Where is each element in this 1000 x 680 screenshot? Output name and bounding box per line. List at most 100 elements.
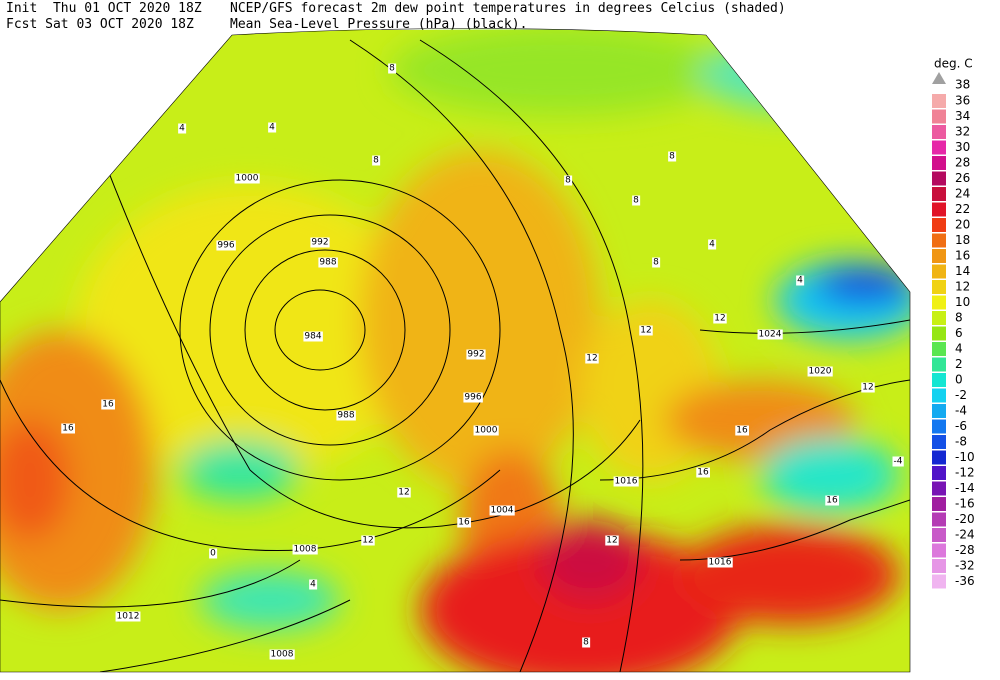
dewpoint-label-group: 8 <box>564 175 573 186</box>
label-box <box>735 425 749 436</box>
dewpoint-label-group: 16 <box>696 467 710 478</box>
isobar-label: 1020 <box>809 367 832 377</box>
isobar-label: 996 <box>464 393 481 403</box>
label-box <box>303 331 323 342</box>
label-box <box>209 548 218 559</box>
legend-label: 22 <box>955 202 970 216</box>
legend-label: 8 <box>955 311 963 325</box>
legend-swatch <box>932 233 946 248</box>
dewpoint-label-group: 12 <box>861 382 875 393</box>
label-box <box>613 476 639 487</box>
legend-label: 10 <box>955 295 970 309</box>
dewpoint-label: 16 <box>458 518 470 528</box>
label-box <box>216 240 236 251</box>
label-box <box>861 382 875 393</box>
label-box <box>310 237 330 248</box>
isobar-label: 988 <box>319 258 336 268</box>
legend-label: 26 <box>955 171 970 185</box>
isobar-label: 1016 <box>709 558 732 568</box>
label-box <box>268 122 277 133</box>
isobar-label: 992 <box>311 238 328 248</box>
isobar-label-group: 1008 <box>269 649 295 660</box>
legend-label: 2 <box>955 357 963 371</box>
label-box <box>489 505 515 516</box>
dewpoint-label-group: 8 <box>652 257 661 268</box>
dewpoint-label-group: 4 <box>796 275 805 286</box>
label-box <box>708 239 717 250</box>
dewpoint-label: 8 <box>633 196 639 206</box>
dewpoint-label: 12 <box>362 536 373 546</box>
legend-label: -2 <box>955 388 967 402</box>
dewpoint-label-group: 12 <box>605 535 619 546</box>
label-box <box>807 366 833 377</box>
legend-swatch <box>932 249 946 263</box>
shading <box>0 28 910 672</box>
legend-label: 36 <box>955 94 970 108</box>
legend-swatch <box>932 574 946 589</box>
dewpoint-label-group: 16 <box>101 399 115 410</box>
label-box <box>318 257 338 268</box>
legend-label: 6 <box>955 326 963 340</box>
legend-swatch <box>932 264 946 279</box>
legend-swatch <box>932 543 946 558</box>
dewpoint-label: 16 <box>62 424 74 434</box>
legend-swatch <box>932 156 946 170</box>
dewpoint-label: 8 <box>669 152 675 162</box>
forecast-line: Fcst Sat 03 OCT 2020 18Z <box>6 17 194 32</box>
label-box <box>466 349 486 360</box>
label-box <box>632 195 641 206</box>
dewpoint-label-group: 0 <box>209 548 218 559</box>
legend-swatch <box>932 466 946 480</box>
dewpoint-label: 4 <box>179 124 185 134</box>
legend-label: 20 <box>955 218 970 232</box>
label-box <box>585 353 599 364</box>
dewpoint-label-group: 16 <box>61 423 75 434</box>
legend-swatch <box>932 342 946 356</box>
legend-label: 4 <box>955 342 963 356</box>
label-box <box>309 579 318 590</box>
legend-unit: deg. C <box>934 57 973 71</box>
legend-label: 16 <box>955 249 970 263</box>
dewpoint-label-group: 8 <box>372 155 381 166</box>
dewpoint-label: 8 <box>389 64 395 74</box>
dewpoint-label: 16 <box>102 400 114 410</box>
dewpoint-label-group: 16 <box>735 425 749 436</box>
label-box <box>457 517 471 528</box>
legend-label: -6 <box>955 419 967 433</box>
label-box <box>757 329 783 340</box>
dewpoint-label: 4 <box>269 123 275 133</box>
label-box <box>372 155 381 166</box>
dewpoint-label: 16 <box>697 468 709 478</box>
title-line: NCEP/GFS forecast 2m dew point temperatu… <box>230 1 786 16</box>
legend-label: -10 <box>955 450 975 464</box>
label-box <box>178 123 187 134</box>
dewpoint-label: 12 <box>398 488 409 498</box>
isobar-label: 1008 <box>294 545 317 555</box>
label-box <box>668 151 677 162</box>
legend-label: -12 <box>955 466 975 480</box>
label-box <box>397 487 411 498</box>
legend-swatch <box>932 218 946 232</box>
isobar-label-group: 988 <box>318 257 338 268</box>
label-box <box>582 637 591 648</box>
isobar-label-group: 1016 <box>707 557 733 568</box>
dewpoint-label-group: 4 <box>178 123 187 134</box>
dewpoint-label: 12 <box>714 314 725 324</box>
dewpoint-label: 16 <box>736 426 748 436</box>
dewpoint-label: 4 <box>709 240 715 250</box>
dewpoint-label: 8 <box>373 156 379 166</box>
label-box <box>696 467 710 478</box>
label-box <box>796 275 805 286</box>
isobar-label: 1000 <box>236 174 259 184</box>
isobar-label-group: 992 <box>310 237 330 248</box>
legend-label: 32 <box>955 125 970 139</box>
dewpoint-label-group: 4 <box>268 122 277 133</box>
dewpoint-label-group: -4 <box>892 456 904 467</box>
legend-label: -20 <box>955 512 975 526</box>
label-box <box>639 325 653 336</box>
legend-swatch <box>932 202 946 217</box>
dewpoint-label: 8 <box>653 258 659 268</box>
legend-swatch <box>932 94 946 108</box>
